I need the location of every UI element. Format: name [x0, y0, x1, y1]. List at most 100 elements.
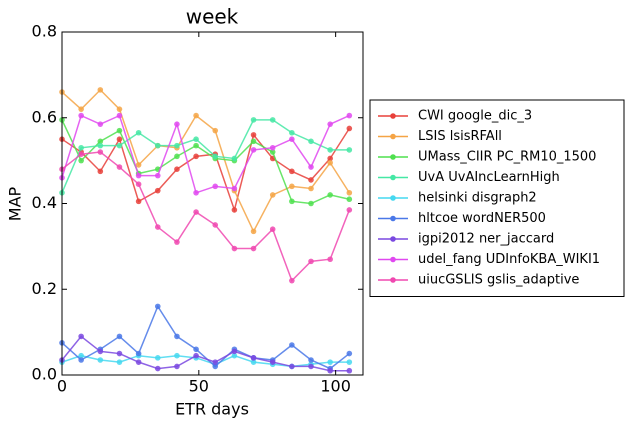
data-point: [346, 367, 353, 374]
data-point: [346, 125, 353, 132]
legend-marker: [390, 195, 396, 201]
legend-marker: [390, 236, 396, 242]
data-point: [78, 112, 84, 119]
data-point: [231, 185, 238, 192]
data-point: [97, 121, 104, 127]
data-point: [116, 106, 123, 112]
data-point: [327, 121, 333, 127]
data-point: [308, 177, 314, 183]
data-point: [116, 359, 123, 365]
x-tick-label: 100: [320, 377, 351, 396]
data-point: [135, 172, 142, 179]
data-point: [154, 187, 161, 194]
data-point: [289, 198, 295, 205]
data-point: [154, 303, 161, 310]
data-point: [308, 357, 314, 363]
data-point: [346, 112, 353, 119]
data-point: [250, 228, 257, 235]
data-point: [308, 138, 314, 145]
legend-marker: [390, 133, 396, 140]
data-point: [135, 129, 142, 136]
y-tick-label: 0.4: [32, 193, 57, 212]
legend-label: UMass_CIIR PC_RM10_1500: [418, 150, 596, 165]
data-point: [327, 256, 333, 263]
y-tick-label: 0.0: [32, 365, 57, 384]
data-point: [289, 277, 295, 284]
data-point: [308, 185, 314, 192]
data-point: [212, 183, 219, 190]
data-point: [250, 138, 257, 145]
legend-label: UvA UvAIncLearnHigh: [418, 170, 560, 185]
data-point: [346, 350, 353, 357]
data-point: [327, 359, 333, 365]
data-point: [289, 136, 295, 142]
data-point: [97, 142, 104, 149]
y-axis-label: MAP: [6, 186, 25, 221]
data-point: [250, 147, 257, 153]
data-point: [231, 352, 238, 359]
data-point: [154, 355, 161, 361]
legend-marker: [390, 277, 396, 283]
legend-label: igpi2012 ner_jaccard: [418, 232, 554, 247]
x-axis-label: ETR days: [175, 400, 249, 419]
legend-marker: [390, 174, 396, 181]
data-point: [289, 363, 295, 370]
data-point: [308, 258, 314, 265]
data-point: [231, 348, 238, 355]
data-point: [308, 164, 314, 170]
legend-marker: [390, 154, 396, 160]
data-point: [78, 333, 84, 340]
data-point: [327, 192, 333, 198]
data-point: [116, 142, 123, 149]
legend-label: CWI google_dic_3: [418, 109, 532, 124]
series-line: [61, 88, 350, 234]
legend-label: uiucGSLIS gslis_adaptive: [418, 273, 579, 288]
data-point: [250, 245, 257, 252]
legend-label: LSIS lsisRFAll: [418, 129, 502, 144]
data-point: [212, 359, 219, 365]
data-point: [154, 224, 161, 230]
series-line: [61, 151, 351, 283]
series-line: [61, 119, 350, 205]
chart-title: week: [186, 5, 239, 29]
data-point: [174, 166, 180, 172]
data-point: [231, 155, 238, 162]
data-point: [116, 164, 123, 170]
data-point: [212, 222, 219, 228]
legend-label: hltcoe wordNER500: [418, 211, 546, 226]
data-point: [78, 357, 84, 363]
series-line: [61, 128, 350, 213]
data-point: [193, 346, 199, 353]
data-point: [269, 192, 276, 198]
y-tick-label: 0.6: [32, 107, 57, 126]
data-point: [135, 359, 142, 365]
legend-box: [369, 99, 625, 297]
data-point: [289, 342, 295, 348]
data-point: [174, 121, 180, 127]
series-line: [61, 119, 350, 194]
series-line: [61, 304, 350, 370]
data-point: [250, 132, 257, 138]
data-point: [154, 365, 161, 372]
data-point: [154, 172, 161, 179]
data-point: [97, 138, 104, 145]
data-point: [135, 162, 142, 168]
data-point: [212, 153, 219, 160]
data-point: [269, 117, 276, 123]
data-point: [269, 359, 276, 365]
data-point: [193, 153, 199, 160]
data-point: [193, 112, 199, 119]
series-line: [61, 354, 350, 368]
data-point: [269, 144, 276, 151]
x-tick-label: 50: [189, 377, 209, 396]
y-tick-label: 0.2: [32, 279, 57, 298]
data-point: [193, 136, 199, 142]
data-point: [289, 168, 295, 175]
data-point: [250, 117, 257, 123]
data-point: [193, 142, 199, 149]
data-point: [174, 153, 180, 160]
data-point: [154, 142, 161, 149]
data-point: [174, 363, 180, 370]
data-point: [327, 159, 333, 166]
